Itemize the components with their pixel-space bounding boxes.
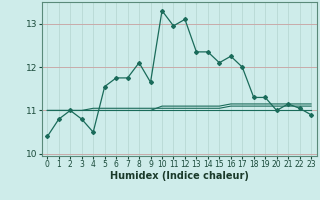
X-axis label: Humidex (Indice chaleur): Humidex (Indice chaleur) <box>110 171 249 181</box>
